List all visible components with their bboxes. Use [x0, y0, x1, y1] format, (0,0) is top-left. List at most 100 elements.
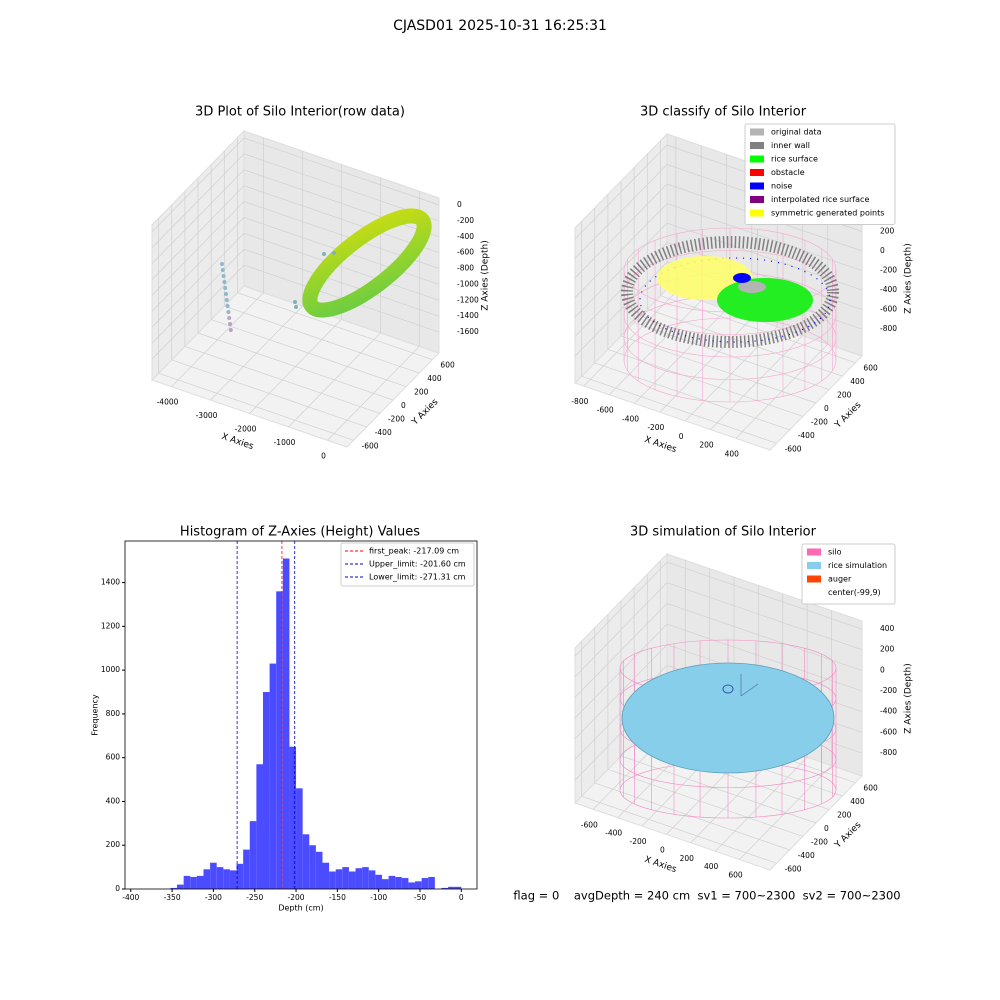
grid-line — [151, 217, 245, 312]
bar — [170, 887, 178, 889]
x-tick-label: -200 — [647, 423, 664, 432]
bar — [296, 788, 303, 889]
z-tick-label: -800 — [880, 748, 897, 757]
x-tick-label: -4000 — [157, 398, 179, 407]
grid-line — [151, 169, 245, 265]
y-tick-label: -600 — [362, 441, 379, 450]
bar — [262, 692, 270, 889]
z-tick-label: -400 — [880, 285, 897, 294]
grid-line — [574, 222, 668, 318]
grid-line — [151, 248, 245, 344]
grid-line — [666, 203, 863, 271]
bar — [256, 764, 263, 889]
grid-line — [660, 295, 856, 364]
bar — [276, 591, 283, 889]
z-tick-label: 0 — [880, 665, 885, 674]
bar — [342, 867, 349, 889]
y-tick-label: -200 — [388, 414, 405, 423]
x-tick-label: -350 — [164, 893, 181, 902]
grid-line — [633, 322, 830, 390]
x-tick-label: -3000 — [196, 411, 218, 420]
bar — [309, 845, 316, 889]
y-tick-label: 600 — [863, 784, 878, 793]
footer: flag = 0 avgDepth = 240 cm sv1 = 700~230… — [513, 889, 900, 903]
grid-line — [620, 755, 817, 824]
y-tick-label: 1000 — [101, 665, 120, 674]
x-tick-label: 0 — [459, 893, 464, 902]
x-axis-label: X Axies — [643, 435, 678, 455]
bar — [454, 886, 462, 889]
grid-line — [243, 248, 440, 317]
bar — [441, 887, 449, 889]
point — [224, 292, 228, 296]
x-tick-label: -150 — [329, 893, 346, 902]
x-tick-label: 200 — [699, 441, 714, 450]
x-tick-label: -300 — [205, 893, 222, 902]
y-tick-label: 400 — [106, 796, 121, 805]
legend-box — [340, 542, 475, 587]
bar — [223, 869, 230, 889]
legend-swatch — [750, 182, 764, 190]
grid-line — [574, 623, 668, 719]
legend-swatch — [750, 169, 764, 176]
grid-line — [224, 305, 420, 374]
bar — [269, 663, 277, 889]
bar — [210, 862, 217, 889]
legend-swatch — [750, 142, 764, 149]
point — [225, 304, 230, 308]
z-tick-label: -800 — [880, 324, 897, 333]
x-tick-label: -600 — [581, 820, 598, 829]
grid-line — [197, 332, 394, 401]
grid-line — [581, 375, 777, 444]
x-tick-label: -600 — [597, 406, 614, 415]
rice-surface-points — [717, 278, 813, 322]
grid-line — [171, 359, 367, 428]
z-tick-label: -200 — [880, 686, 897, 695]
y-tick-label: 600 — [863, 364, 878, 373]
grid-line — [607, 349, 804, 417]
x-tick-label: -200 — [288, 893, 305, 902]
bar — [368, 870, 376, 889]
x-tick-label: -250 — [246, 893, 263, 902]
x-tick-label: 0 — [660, 845, 665, 854]
legend-label: first_peak: -217.09 cm — [369, 547, 459, 556]
grid-line — [574, 561, 668, 657]
z-tick-label: 200 — [880, 227, 895, 236]
y-tick-label: -400 — [798, 851, 815, 860]
grid-line — [151, 233, 245, 328]
original-points — [738, 281, 766, 293]
x-tick-label: -400 — [605, 829, 622, 838]
grid-line — [666, 582, 863, 651]
grid-line — [243, 232, 440, 301]
grid-line — [574, 203, 668, 298]
y-tick-label: -400 — [798, 431, 815, 440]
y-tick-label: -200 — [811, 837, 828, 846]
bar — [362, 867, 369, 889]
grid-line — [666, 242, 863, 310]
grid-line — [151, 201, 245, 296]
grid-line — [158, 372, 354, 441]
point — [222, 280, 227, 284]
bar — [348, 871, 356, 889]
legend-label: noise — [771, 182, 792, 191]
grid-line — [574, 183, 668, 279]
bar — [183, 875, 191, 889]
bar — [190, 876, 197, 889]
x-tick-label: -800 — [571, 397, 588, 406]
bar — [428, 876, 435, 889]
bar — [395, 876, 402, 889]
inner-wall-points — [621, 236, 839, 348]
x-tick-label: -1000 — [274, 438, 296, 447]
x-tick-label: 0 — [679, 432, 684, 441]
point — [224, 298, 229, 302]
bar — [421, 878, 429, 889]
point — [332, 251, 336, 255]
bar — [329, 871, 336, 889]
bar — [322, 862, 330, 889]
z-tick-label: -1200 — [457, 295, 479, 304]
point-ring — [302, 208, 432, 318]
x-tick-label: -200 — [630, 837, 647, 846]
legend-swatch — [750, 155, 764, 163]
grid-line — [574, 603, 668, 698]
